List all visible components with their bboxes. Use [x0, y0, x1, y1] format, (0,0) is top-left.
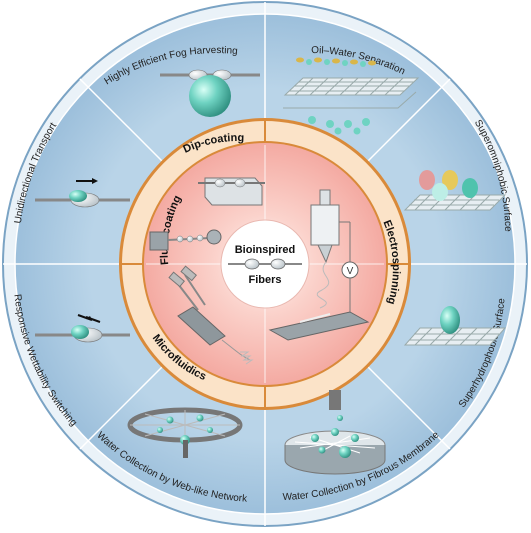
unidirectional-illustration — [35, 178, 130, 208]
superomniphobic-illustration — [403, 170, 507, 211]
electrospinning-illustration: V — [268, 189, 370, 341]
superhydrophobic-illustration — [403, 306, 507, 346]
switching-illustration — [35, 314, 130, 343]
center-title: Bioinspired — [235, 244, 296, 256]
method-dividers — [122, 121, 408, 407]
web-network-illustration — [127, 407, 243, 458]
center-knot-left — [244, 258, 260, 270]
fibrous-membrane-illustration — [284, 390, 386, 475]
voltage-symbol: V — [347, 266, 354, 277]
microfluidics-illustration — [168, 265, 254, 365]
fog-harvesting-illustration — [160, 69, 260, 117]
dip-coating-illustration — [198, 177, 265, 206]
fluid-coating-illustration — [149, 229, 222, 251]
sector-dividers — [3, 2, 527, 526]
oil-water-illustration — [283, 57, 420, 135]
center-subtitle: Fibers — [248, 274, 281, 286]
center-knot-right — [270, 258, 286, 270]
